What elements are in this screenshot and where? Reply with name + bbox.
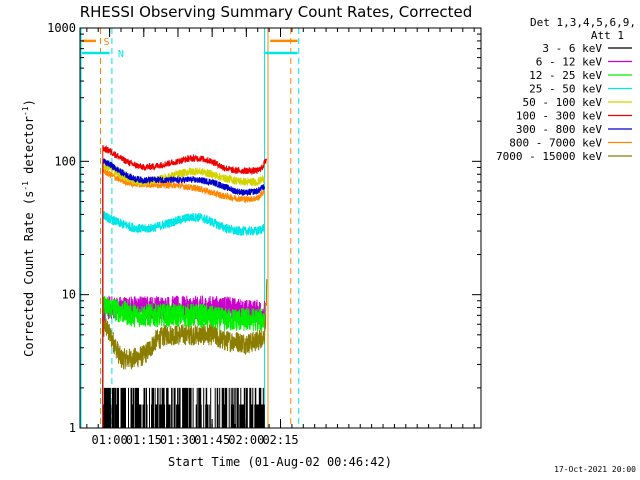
x-tick-label: 01:30 [160, 433, 196, 447]
series-line [102, 296, 265, 428]
legend-label: 300 - 800 keV [516, 123, 602, 136]
y-axis-label: Corrected Count Rate (s-1 detector-1) [21, 99, 36, 357]
x-tick-label: 01:15 [126, 433, 162, 447]
plot-area: SN 1 10 100 1000 01:0001:1501:3001:4502:0002:… [47, 21, 482, 447]
legend-label: 7000 - 15000 keV [496, 150, 602, 163]
attenuator-s-label: S [104, 37, 110, 48]
series-line [102, 167, 265, 428]
series-line [103, 387, 265, 428]
legend-label: 6 - 12 keV [536, 56, 603, 69]
legend-label: 3 - 6 keV [542, 42, 602, 55]
series-line [102, 279, 268, 428]
x-tick-label: 02:15 [262, 433, 298, 447]
legend-header-line2: Att 1 [591, 29, 624, 42]
y-tick-label: 1000 [47, 21, 76, 35]
attenuator-n-label: N [118, 49, 124, 60]
chart-title: RHESSI Observing Summary Count Rates, Co… [80, 3, 473, 21]
x-tick-label: 01:00 [92, 433, 128, 447]
legend-label: 12 - 25 keV [529, 69, 602, 82]
series-line [102, 211, 265, 428]
footer-date: 17-Oct-2021 20:00 [554, 465, 636, 474]
legend-label: 100 - 300 keV [516, 110, 602, 123]
series-line [102, 145, 268, 428]
x-tick-label: 01:45 [194, 433, 230, 447]
x-tick-label: 02:00 [228, 433, 264, 447]
series-line [102, 161, 265, 428]
series-line [102, 158, 265, 428]
x-axis-label: Start Time (01-Aug-02 00:46:42) [168, 455, 392, 469]
y-tick-label: 1 [69, 421, 76, 435]
y-tick-label: 100 [54, 154, 76, 168]
legend-label: 25 - 50 keV [529, 83, 602, 96]
legend-label: 800 - 7000 keV [509, 137, 602, 150]
legend-header-line1: Det 1,3,4,5,6,9, [530, 16, 636, 29]
legend-label: 50 - 100 keV [523, 96, 603, 109]
y-tick-label: 10 [62, 288, 76, 302]
